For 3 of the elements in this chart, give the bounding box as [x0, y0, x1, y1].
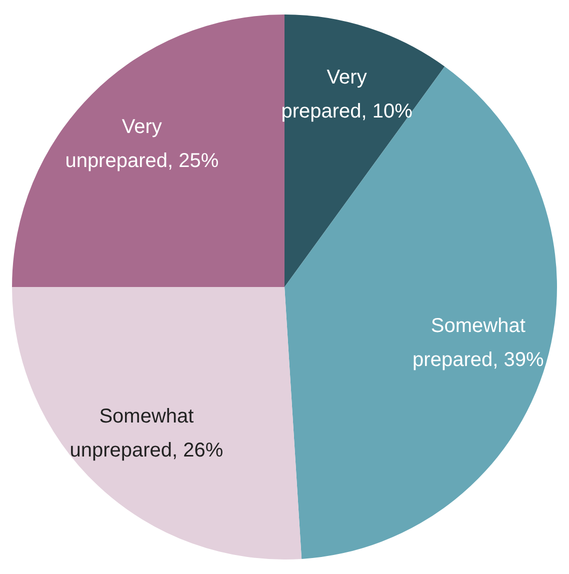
slice-label: Very unprepared, 25%: [65, 116, 219, 172]
slice-label: Somewhat prepared, 39%: [412, 314, 544, 371]
slice-label: Somewhat unprepared, 26%: [70, 406, 224, 462]
